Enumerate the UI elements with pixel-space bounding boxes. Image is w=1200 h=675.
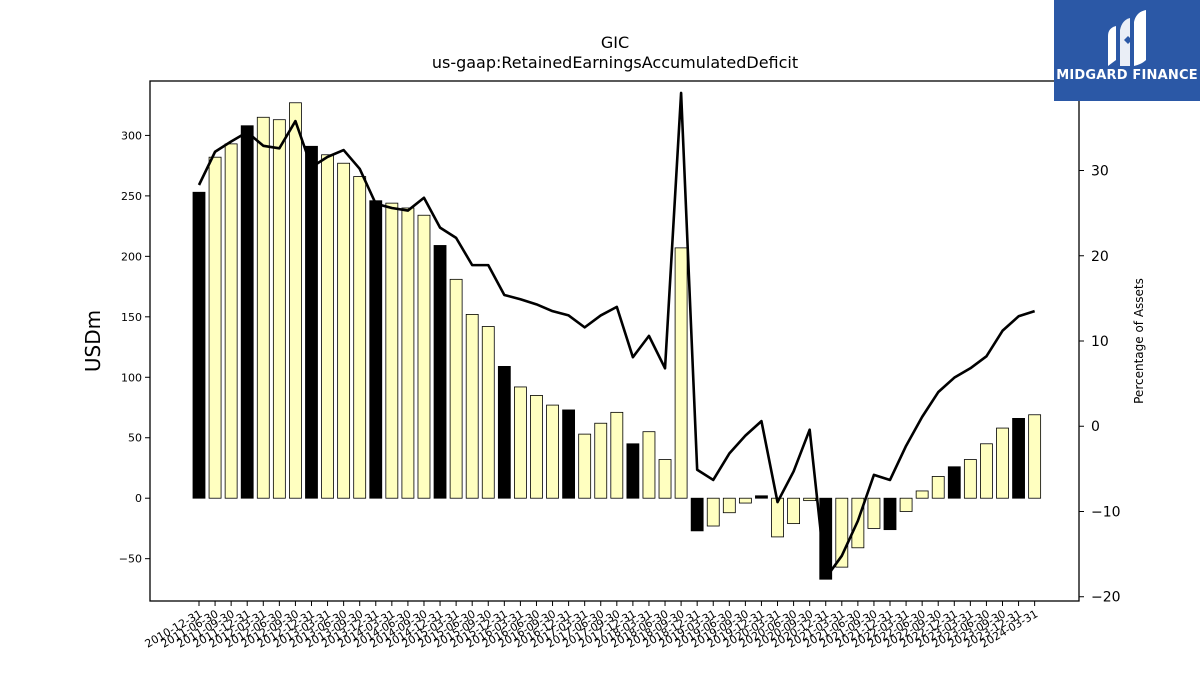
bar-2015-03-31 bbox=[449, 278, 463, 499]
y-tick-label: 50 bbox=[128, 432, 142, 445]
bar-2019-03-31 bbox=[706, 497, 720, 527]
bar-2015-12-31 bbox=[497, 365, 511, 499]
y2-axis-label: Percentage of Assets bbox=[1132, 278, 1146, 404]
chart-title: GIC bbox=[601, 33, 629, 52]
bar-2019-12-31 bbox=[755, 495, 768, 499]
y-tick-label: 150 bbox=[121, 311, 142, 324]
bar-2022-09-30 bbox=[931, 476, 945, 499]
bar-2019-09-30 bbox=[738, 497, 752, 504]
bar-2016-09-30 bbox=[546, 404, 559, 499]
bar-2024-03-31 bbox=[1028, 414, 1042, 499]
bar-2012-09-30 bbox=[289, 102, 302, 499]
bar-2020-09-30 bbox=[803, 497, 817, 502]
bar-2018-12-31 bbox=[690, 497, 704, 532]
bar-2017-06-30 bbox=[594, 422, 608, 499]
bar-2012-06-30 bbox=[272, 119, 286, 499]
bar-2017-09-30 bbox=[610, 411, 624, 499]
bar-2013-03-31 bbox=[321, 154, 334, 499]
bar-2022-03-31 bbox=[899, 497, 913, 512]
y2-tick-label: −10 bbox=[1091, 504, 1121, 520]
midgard-logo-mark-icon bbox=[1108, 10, 1146, 66]
bar-2016-03-31 bbox=[514, 386, 527, 499]
y-tick-label: 300 bbox=[121, 129, 142, 142]
bar-2014-03-31 bbox=[385, 202, 399, 499]
bar-2010-12-31 bbox=[192, 191, 206, 499]
chart-subtitle: us-gaap:RetainedEarningsAccumulatedDefic… bbox=[432, 53, 798, 72]
bar-2011-09-30 bbox=[224, 143, 238, 499]
bar-2017-12-31 bbox=[626, 443, 640, 499]
y2-tick-label: −20 bbox=[1091, 590, 1121, 606]
bar-2018-03-31 bbox=[642, 431, 656, 499]
y-axis-label: USDm bbox=[81, 310, 105, 372]
percentage-of-assets-line bbox=[197, 91, 1036, 580]
bar-2013-12-31 bbox=[369, 200, 383, 499]
bar-2013-06-30 bbox=[337, 162, 351, 499]
bar-2022-12-31 bbox=[947, 466, 961, 499]
bar-2014-12-31 bbox=[433, 245, 447, 499]
midgard-finance-logo: MIDGARD FINANCE bbox=[1054, 0, 1200, 101]
bar-2014-09-30 bbox=[417, 214, 431, 499]
bar-2016-12-31 bbox=[562, 409, 576, 499]
bar-2012-12-31 bbox=[305, 145, 318, 499]
y-tick-label: −50 bbox=[119, 553, 142, 566]
bar-2023-03-31 bbox=[963, 459, 977, 499]
y-tick-label: 250 bbox=[121, 190, 142, 203]
bars-layer bbox=[192, 102, 1042, 580]
bar-2018-06-30 bbox=[658, 459, 672, 499]
y2-tick-label: 10 bbox=[1091, 334, 1109, 350]
bar-2023-12-31 bbox=[1012, 417, 1025, 499]
y2-tick-label: 30 bbox=[1091, 164, 1109, 180]
line-layer bbox=[197, 91, 1036, 580]
y2-tick-label: 20 bbox=[1091, 249, 1109, 265]
y-tick-label: 100 bbox=[121, 371, 142, 384]
bar-2023-09-30 bbox=[996, 427, 1009, 499]
logo-text: MIDGARD FINANCE bbox=[1056, 68, 1198, 83]
bar-2023-06-30 bbox=[980, 443, 993, 499]
y-tick-label: 200 bbox=[121, 250, 142, 263]
bar-2018-09-30 bbox=[674, 247, 688, 499]
axes-layer: −50050100150200250300−20−100102030402010… bbox=[119, 78, 1121, 650]
bar-2021-09-30 bbox=[867, 497, 881, 529]
bar-2019-06-30 bbox=[722, 497, 736, 514]
bar-2016-06-30 bbox=[530, 395, 543, 499]
bar-2012-03-31 bbox=[256, 116, 270, 499]
bar-2015-09-30 bbox=[481, 326, 495, 499]
bar-2015-06-30 bbox=[465, 313, 479, 499]
bar-2014-06-30 bbox=[401, 207, 415, 499]
bar-2017-03-31 bbox=[578, 433, 592, 499]
bar-2022-06-30 bbox=[915, 490, 929, 499]
bar-2011-06-30 bbox=[208, 156, 222, 499]
y2-tick-label: 0 bbox=[1091, 419, 1100, 435]
bar-2013-09-30 bbox=[353, 176, 367, 499]
bar-2021-12-31 bbox=[883, 497, 897, 531]
bar-2011-12-31 bbox=[240, 125, 254, 499]
y-tick-label: 0 bbox=[135, 492, 142, 505]
bar-2020-03-31 bbox=[771, 497, 784, 538]
bar-2020-06-30 bbox=[787, 497, 800, 525]
